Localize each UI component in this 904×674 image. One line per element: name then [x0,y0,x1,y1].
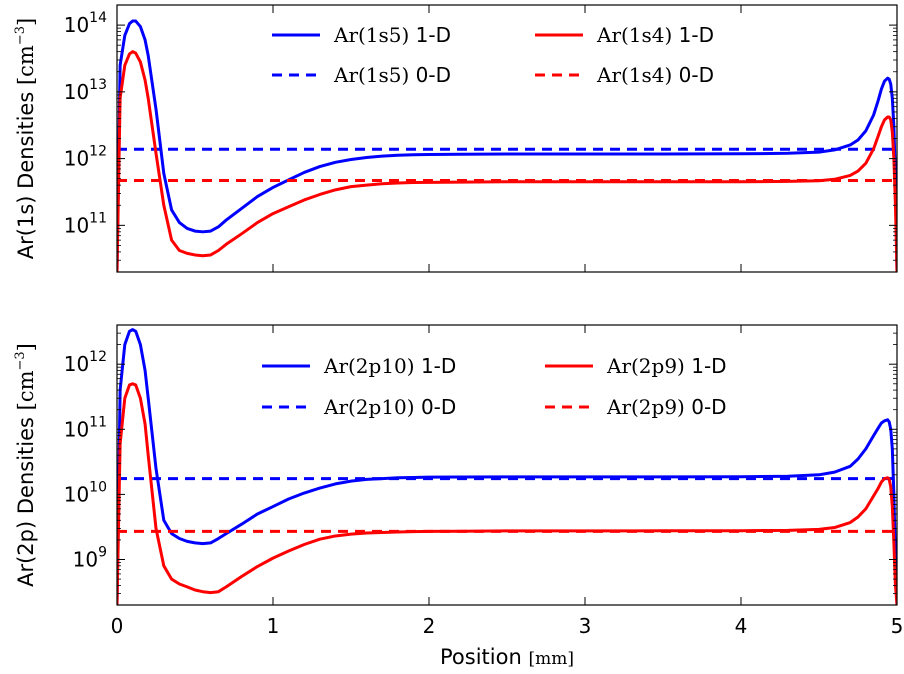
bottom-panel-ticks: 0 1 2 3 4 5 109 1010 1011 1012 [64,325,904,638]
bottom-panel-ylabel: Ar(2p) Densities [cm−3] [13,343,38,587]
legend-label-1-3: Ar(2p9) 0-D [606,395,727,419]
series-line-1-2 [117,382,897,605]
x-tick-label-3: 3 [579,614,592,638]
y-tick-label-0-2: 1013 [64,77,107,104]
y-tick-label-0-1: 1012 [64,144,107,171]
series-line-1-0 [117,328,897,605]
bottom-panel-legend: Ar(2p10) 1-D Ar(2p10) 0-D Ar(2p9) 1-D Ar(2p… [262,354,727,419]
top-panel-series-layer [117,19,897,272]
y-tick-label-1-2: 1011 [64,414,107,441]
bottom-panel-series-layer [117,328,897,605]
top-panel-legend: Ar(1s5) 1-D Ar(1s5) 0-D Ar(1s4) 1-D Ar(1s4)… [272,23,714,87]
legend-label-0-2: Ar(1s4) 1-D [596,23,714,47]
legend-label-0-3: Ar(1s4) 0-D [596,63,714,87]
x-tick-label-0: 0 [111,614,124,638]
x-axis-label: Position [mm] [440,645,574,669]
top-panel-frame [116,4,898,273]
legend-label-0-0: Ar(1s5) 1-D [333,23,451,47]
y-tick-label-0-0: 1011 [64,210,107,237]
x-tick-label-5: 5 [891,614,904,638]
y-tick-label-1-0: 109 [73,544,107,571]
y-tick-label-0-3: 1014 [64,10,107,37]
top-panel-ticks: 1011 1012 1013 1014 [64,5,898,272]
top-panel-ylabel: Ar(1s) Densities [cm−3] [13,18,38,259]
x-tick-label-4: 4 [735,614,748,638]
legend-label-1-1: Ar(2p10) 0-D [323,395,456,419]
series-line-0-2 [117,50,897,272]
bottom-panel-frame [116,324,898,606]
x-tick-label-1: 1 [267,614,280,638]
y-tick-label-1-1: 1010 [64,479,107,506]
legend-label-1-0: Ar(2p10) 1-D [323,354,456,378]
legend-label-1-2: Ar(2p9) 1-D [606,354,727,378]
legend-label-0-1: Ar(1s5) 0-D [333,63,451,87]
y-tick-label-1-3: 1012 [64,349,107,376]
series-line-0-0 [117,19,897,272]
x-tick-label-2: 2 [423,614,436,638]
